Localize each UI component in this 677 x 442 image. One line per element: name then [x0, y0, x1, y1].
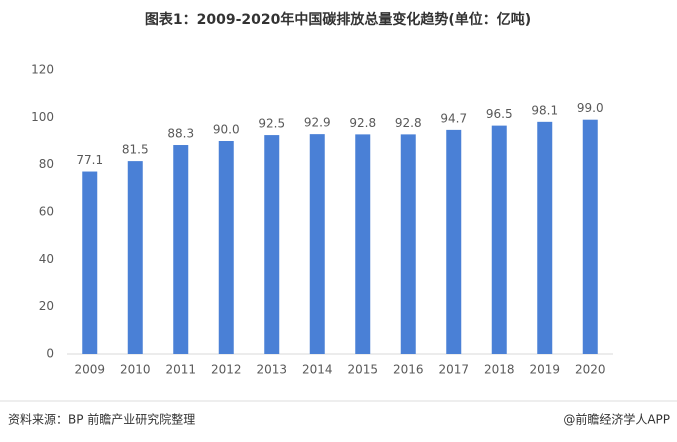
y-tick-label: 60 [39, 205, 54, 219]
x-tick-label: 2017 [438, 363, 469, 377]
bar [491, 125, 507, 354]
bar [127, 161, 143, 354]
data-label: 99.0 [577, 101, 604, 115]
x-tick-label: 2019 [529, 363, 560, 377]
x-tick-label: 2018 [484, 363, 515, 377]
bar [264, 135, 280, 354]
x-tick-label: 2010 [120, 363, 151, 377]
bar [537, 121, 553, 354]
source: 资料来源：BP 前瞻产业研究院整理 [8, 412, 195, 427]
x-tick-label: 2012 [211, 363, 242, 377]
bar [400, 134, 416, 354]
x-tick-label: 2011 [165, 363, 196, 377]
data-label: 88.3 [167, 127, 194, 141]
x-tick-label: 2015 [347, 363, 378, 377]
chart-title: 图表1：2009-2020年中国碳排放总量变化趋势(单位：亿吨) [145, 11, 531, 28]
x-tick-label: 2020 [575, 363, 606, 377]
y-tick-label: 120 [31, 63, 54, 77]
bar [218, 141, 234, 354]
data-label: 92.8 [395, 116, 422, 130]
bar [82, 171, 98, 354]
data-label: 77.1 [76, 153, 103, 167]
data-label: 92.5 [258, 117, 285, 131]
bar [173, 145, 189, 354]
data-label: 92.8 [349, 116, 376, 130]
x-tick-label: 2013 [256, 363, 287, 377]
data-label: 98.1 [531, 103, 558, 117]
y-tick-label: 80 [39, 157, 54, 171]
data-label: 96.5 [486, 107, 513, 121]
bar [446, 129, 462, 354]
y-tick-label: 0 [46, 347, 54, 361]
data-label: 94.7 [440, 111, 467, 125]
credit: @前瞻经济学人APP [563, 412, 670, 427]
y-tick-label: 40 [39, 252, 54, 266]
bar [355, 134, 371, 354]
data-label: 81.5 [122, 143, 149, 157]
y-tick-label: 20 [39, 299, 54, 313]
y-tick-label: 100 [31, 110, 54, 124]
data-label: 90.0 [213, 123, 240, 137]
x-tick-label: 2014 [302, 363, 333, 377]
x-tick-label: 2016 [393, 363, 424, 377]
bar [309, 134, 325, 354]
x-tick-label: 2009 [74, 363, 105, 377]
data-label: 92.9 [304, 116, 331, 130]
bar [582, 119, 598, 354]
